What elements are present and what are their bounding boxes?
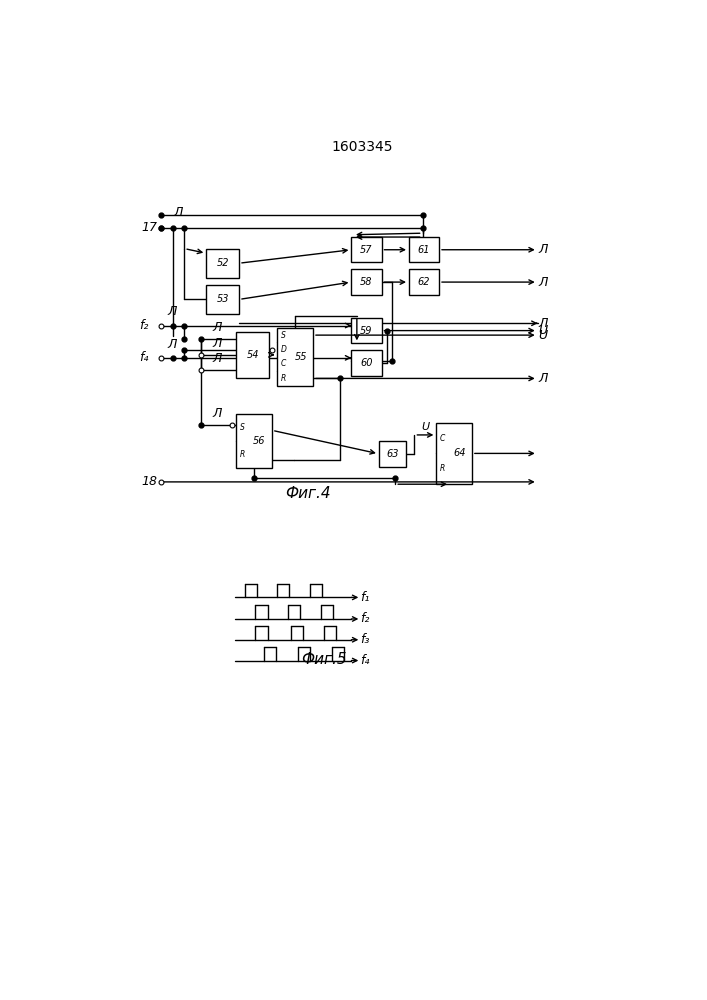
Text: S: S — [240, 423, 245, 432]
Bar — [206, 249, 239, 278]
Bar — [409, 269, 439, 295]
Text: R: R — [240, 450, 245, 459]
Text: Л: Л — [539, 243, 548, 256]
Text: f₄: f₄ — [361, 654, 370, 667]
Text: 61: 61 — [418, 245, 431, 255]
Text: 57: 57 — [360, 245, 373, 255]
Text: Л: Л — [212, 321, 222, 334]
Text: U: U — [539, 329, 548, 342]
Text: Л: Л — [539, 276, 548, 289]
Bar — [206, 285, 239, 314]
Text: 52: 52 — [216, 258, 229, 268]
Text: f₄: f₄ — [139, 351, 149, 364]
Text: 1603345: 1603345 — [332, 140, 393, 154]
Bar — [409, 237, 439, 262]
Text: 17: 17 — [141, 221, 158, 234]
Text: 62: 62 — [418, 277, 431, 287]
Text: Фиг.5: Фиг.5 — [301, 652, 347, 666]
Text: Л: Л — [212, 407, 222, 420]
Text: 64: 64 — [453, 448, 466, 458]
Text: 55: 55 — [294, 352, 307, 362]
Bar — [351, 237, 382, 262]
Text: 54: 54 — [247, 350, 259, 360]
Text: 63: 63 — [386, 449, 399, 459]
Bar — [236, 414, 272, 468]
Text: Л: Л — [212, 337, 222, 350]
Text: D: D — [281, 345, 287, 354]
Text: Л: Л — [212, 352, 222, 365]
Text: 59: 59 — [360, 326, 373, 336]
Text: Л: Л — [173, 206, 182, 219]
Text: R: R — [440, 464, 445, 473]
Bar — [277, 328, 313, 386]
Text: S: S — [281, 331, 286, 340]
Text: U: U — [421, 422, 429, 432]
Text: Л: Л — [539, 317, 548, 330]
Text: U: U — [539, 324, 548, 337]
Text: f₁: f₁ — [361, 591, 370, 604]
Text: C: C — [281, 359, 286, 368]
Text: f₂: f₂ — [361, 612, 370, 625]
Text: 18: 18 — [141, 475, 158, 488]
Text: f₂: f₂ — [139, 319, 149, 332]
Text: 60: 60 — [360, 358, 373, 368]
Text: 56: 56 — [253, 436, 266, 446]
Bar — [236, 332, 269, 378]
Bar — [379, 441, 407, 466]
Text: Фиг.4: Фиг.4 — [285, 486, 330, 501]
Bar — [351, 350, 382, 376]
Text: Л: Л — [168, 337, 177, 350]
Bar — [351, 269, 382, 295]
Text: Л: Л — [168, 305, 177, 318]
Bar — [351, 318, 382, 343]
Text: 53: 53 — [216, 294, 229, 304]
Text: f₃: f₃ — [361, 633, 370, 646]
Bar — [436, 423, 472, 484]
Text: R: R — [281, 374, 286, 383]
Text: Л: Л — [539, 372, 548, 385]
Text: C: C — [440, 434, 445, 443]
Text: 58: 58 — [360, 277, 373, 287]
